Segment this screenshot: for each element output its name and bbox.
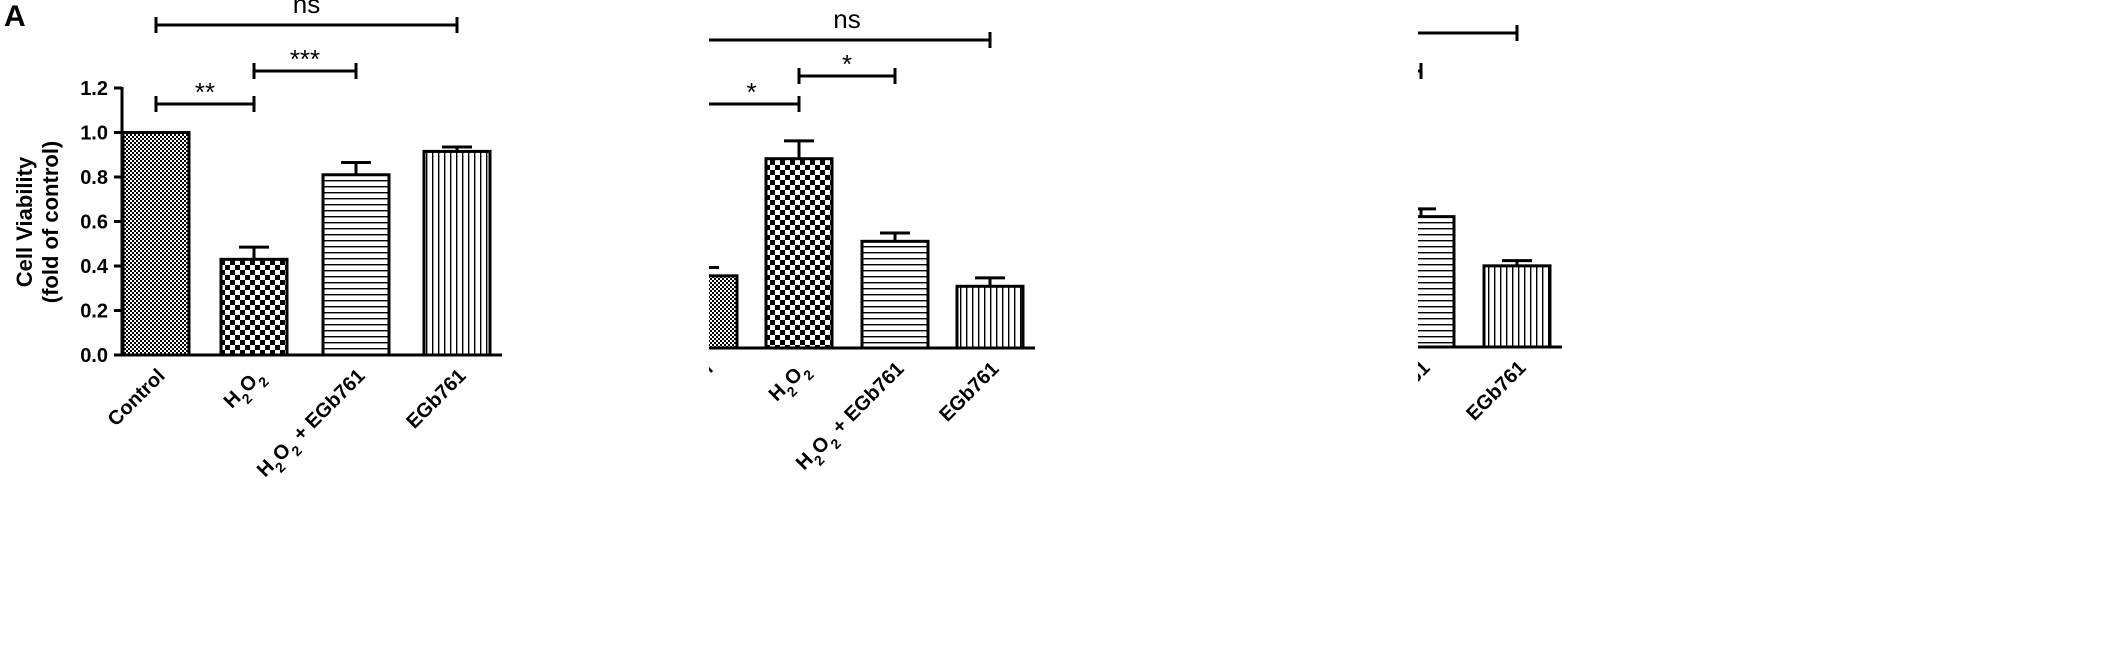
x-tick-label: EGb761 — [935, 358, 1003, 426]
bar — [1418, 215, 1456, 349]
significance-label: * — [842, 49, 852, 79]
y-tick-label: 0.2 — [80, 301, 108, 323]
chart-b: B0.00.20.40.60.81.01.2ROS level(Units of… — [709, 4, 1035, 475]
bar — [764, 157, 834, 350]
panel-b: B0.00.20.40.60.81.01.2ROS level(Units of… — [709, 0, 1418, 662]
y-tick-label: 0.8 — [80, 167, 108, 189]
significance-label: ns — [833, 4, 860, 34]
significance-label: * — [746, 77, 756, 107]
panel-a: A 0.0 0.2 0.4 0.6 0.8 1.0 1.2 Cell Viability (fol… — [0, 0, 709, 662]
y-tick-label: 0.6 — [80, 212, 108, 234]
x-tick-label: H2O2 + EGb761 — [1418, 357, 1439, 478]
bar — [1482, 264, 1552, 349]
x-tick-label: EGb761 — [1462, 357, 1530, 425]
x-tick-label: Control — [104, 365, 170, 431]
y-tick-label: 1.0 — [80, 123, 108, 145]
x-tick-label: EGb761 — [402, 365, 470, 433]
bar — [422, 149, 492, 357]
bar — [121, 131, 191, 357]
y-axis-label: Cell Viability — [12, 156, 37, 287]
y-tick-label: 1.2 — [80, 78, 108, 100]
bar — [219, 257, 289, 357]
bar — [860, 239, 930, 350]
y-axis-label: (fold of control) — [38, 141, 63, 304]
bar — [709, 274, 739, 350]
x-tick-label: Control — [709, 358, 718, 424]
x-tick-label: H2O2 — [220, 365, 272, 417]
chart-c: C051015202530MDA level(μmol/mg protein)C… — [1418, 25, 1562, 478]
significance-label: ns — [293, 0, 320, 19]
significance-label: *** — [290, 44, 320, 74]
panel-c: C051015202530MDA level(μmol/mg protein)C… — [1418, 0, 2127, 662]
y-tick-label: 0.0 — [80, 345, 108, 367]
x-tick-label: H2O2 — [765, 358, 817, 410]
significance-label: ** — [195, 77, 215, 107]
bar — [955, 284, 1025, 350]
y-tick-label: 0.4 — [80, 256, 109, 278]
bar — [321, 173, 391, 357]
panel-letter: A — [4, 0, 26, 33]
chart-a: A 0.0 0.2 0.4 0.6 0.8 1.0 1.2 Cell Viability (fol… — [4, 0, 502, 486]
x-tick-label: H2O2 + EGb761 — [253, 365, 374, 486]
